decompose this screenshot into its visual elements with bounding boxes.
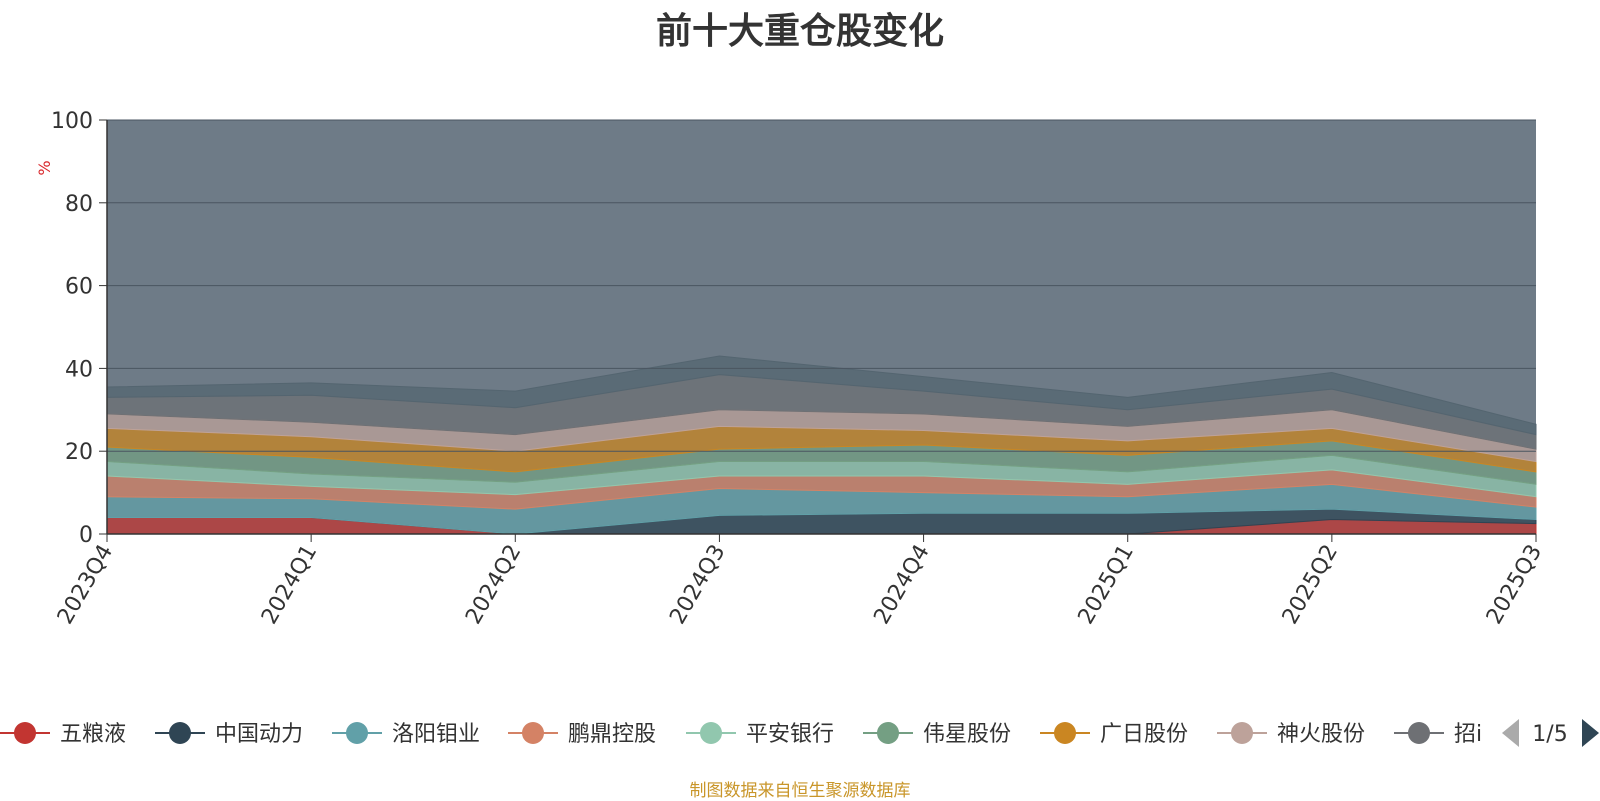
legend-label: 洛阳钼业	[392, 722, 480, 747]
legend-marker-icon	[346, 722, 368, 744]
legend-item[interactable]: 五粮液	[0, 722, 126, 747]
legend-marker-icon	[14, 722, 36, 744]
x-tick-label: 2024Q3	[665, 541, 730, 629]
legend-marker-icon	[1231, 722, 1253, 744]
x-tick-label: 2024Q2	[461, 541, 526, 629]
legend-item[interactable]: 鹏鼎控股	[508, 722, 656, 747]
legend-label: 神火股份	[1277, 722, 1365, 747]
legend-label: 中国动力	[215, 722, 303, 747]
x-tick-label: 2024Q1	[257, 541, 322, 629]
y-tick-label: 40	[65, 357, 93, 382]
legend-page-label: 1/5	[1532, 722, 1567, 747]
legend-marker-icon	[700, 722, 722, 744]
legend-label: 伟星股份	[923, 722, 1011, 747]
source-note: 制图数据来自恒生聚源数据库	[689, 781, 911, 801]
legend-next-icon[interactable]	[1582, 719, 1599, 747]
legend-label: 鹏鼎控股	[568, 722, 656, 747]
legend-item[interactable]: 洛阳钼业	[332, 722, 480, 747]
y-tick-label: 80	[65, 192, 93, 217]
legend-marker-icon	[1408, 722, 1430, 744]
chart-title: 前十大重仓股变化	[655, 11, 944, 52]
x-tick-label: 2023Q4	[53, 541, 118, 629]
legend-marker-icon	[169, 722, 191, 744]
legend-item[interactable]: 平安银行	[686, 722, 834, 747]
legend-label: 广日股份	[1100, 722, 1188, 747]
legend-marker-icon	[522, 722, 544, 744]
x-tick-label: 2025Q2	[1278, 541, 1343, 629]
legend-item[interactable]: 中国动力	[155, 722, 303, 747]
legend-item[interactable]: 神火股份	[1217, 722, 1365, 747]
legend-marker-icon	[1054, 722, 1076, 744]
legend-pager: 1/5	[1502, 719, 1599, 747]
legend-item[interactable]: 广日股份	[1040, 722, 1188, 747]
legend-marker-icon	[877, 722, 899, 744]
x-tick-label: 2025Q1	[1074, 541, 1139, 629]
y-tick-label: 20	[65, 440, 93, 465]
x-tick-label: 2024Q4	[869, 541, 934, 629]
legend-item[interactable]: 招i	[1394, 722, 1482, 747]
legend-label: 平安银行	[746, 722, 834, 747]
legend-item[interactable]: 伟星股份	[863, 722, 1011, 747]
legend-label: 招i	[1454, 722, 1482, 747]
legend-label: 五粮液	[60, 722, 126, 747]
y-axis-label: %	[35, 160, 54, 175]
series-area-10[interactable]	[106, 355, 1537, 436]
y-tick-label: 100	[51, 109, 93, 134]
y-tick-label: 0	[79, 523, 93, 548]
x-tick-label: 2025Q3	[1482, 541, 1547, 629]
legend-prev-icon[interactable]	[1502, 719, 1519, 747]
y-tick-label: 60	[65, 275, 93, 300]
